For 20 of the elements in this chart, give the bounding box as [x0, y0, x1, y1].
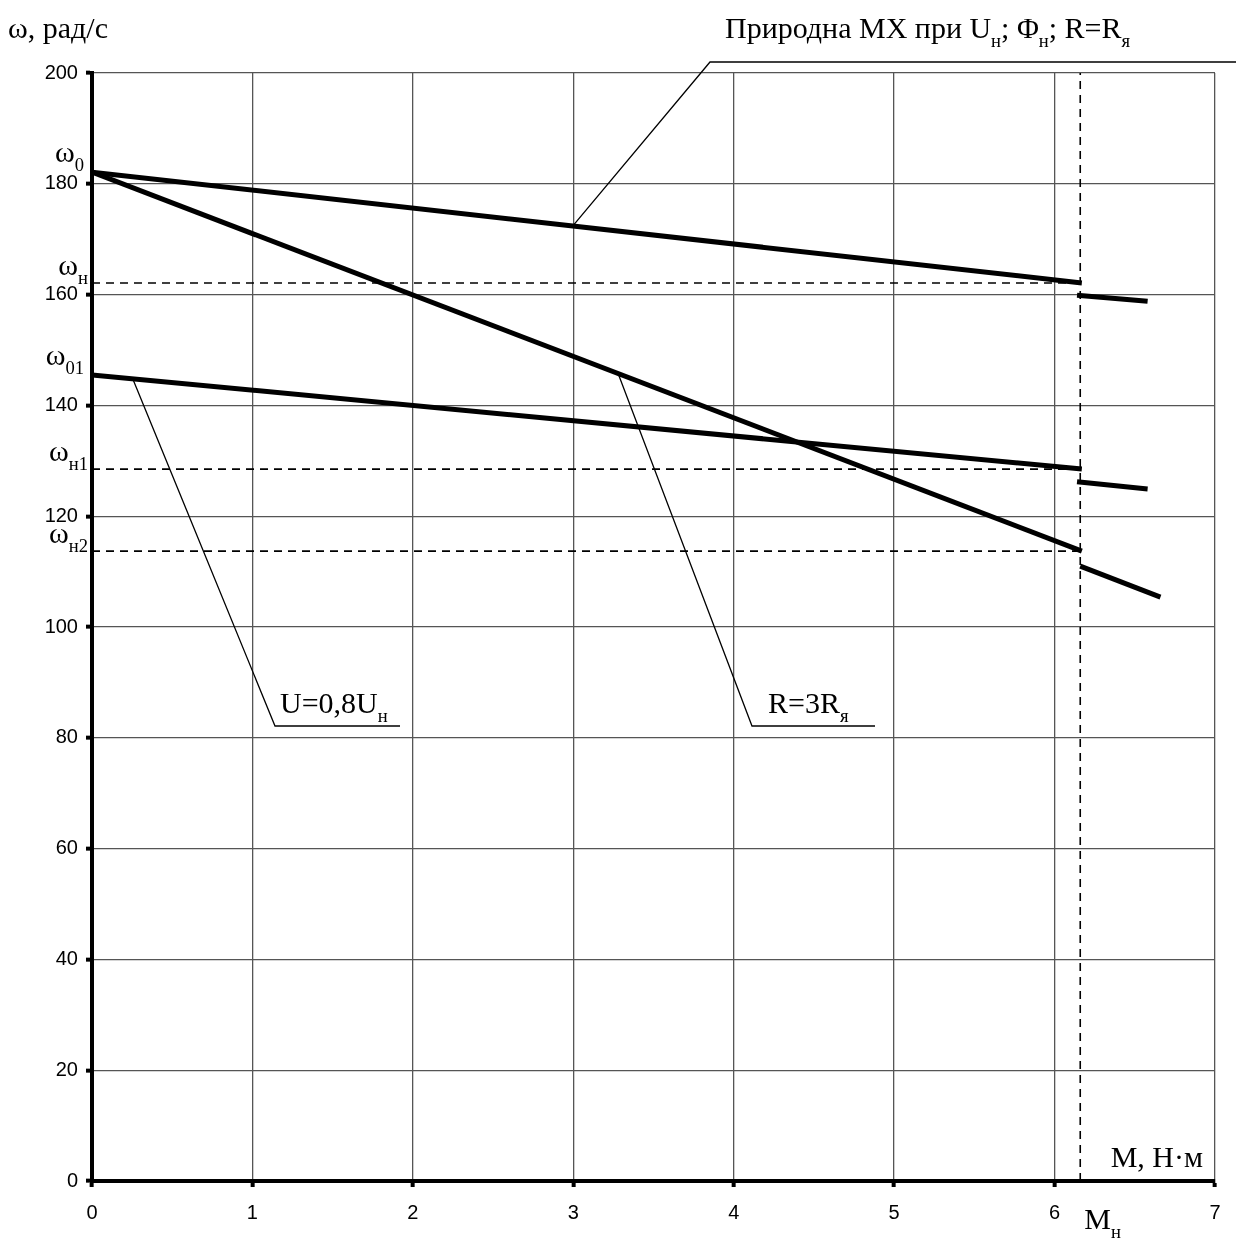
x-tick-label: 1 [246, 1200, 258, 1223]
y-tick-label: 140 [44, 392, 78, 415]
x-tick-label: 5 [888, 1200, 900, 1223]
y-tick-label: 60 [55, 836, 78, 859]
y-tick-label: 160 [44, 282, 78, 305]
x-tick-label: 7 [1209, 1200, 1221, 1223]
y-tick-label: 80 [55, 725, 78, 748]
x-tick-label: 2 [407, 1200, 419, 1223]
y-tick-label: 0 [66, 1168, 78, 1191]
x-tick-label: 0 [86, 1200, 98, 1223]
y-tick-label: 180 [44, 171, 78, 194]
y-tick-label: 40 [55, 946, 78, 969]
y-tick-label: 200 [44, 60, 78, 83]
y-tick-label: 100 [44, 614, 78, 637]
x-tick-label: 3 [567, 1200, 579, 1223]
x-tick-label: 4 [728, 1200, 740, 1223]
x-tick-label: 6 [1049, 1200, 1061, 1223]
y-axis-title: ω, рад/с [8, 11, 108, 44]
x-axis-title: M, Н·м [1110, 1140, 1204, 1173]
y-tick-label: 20 [55, 1057, 78, 1080]
